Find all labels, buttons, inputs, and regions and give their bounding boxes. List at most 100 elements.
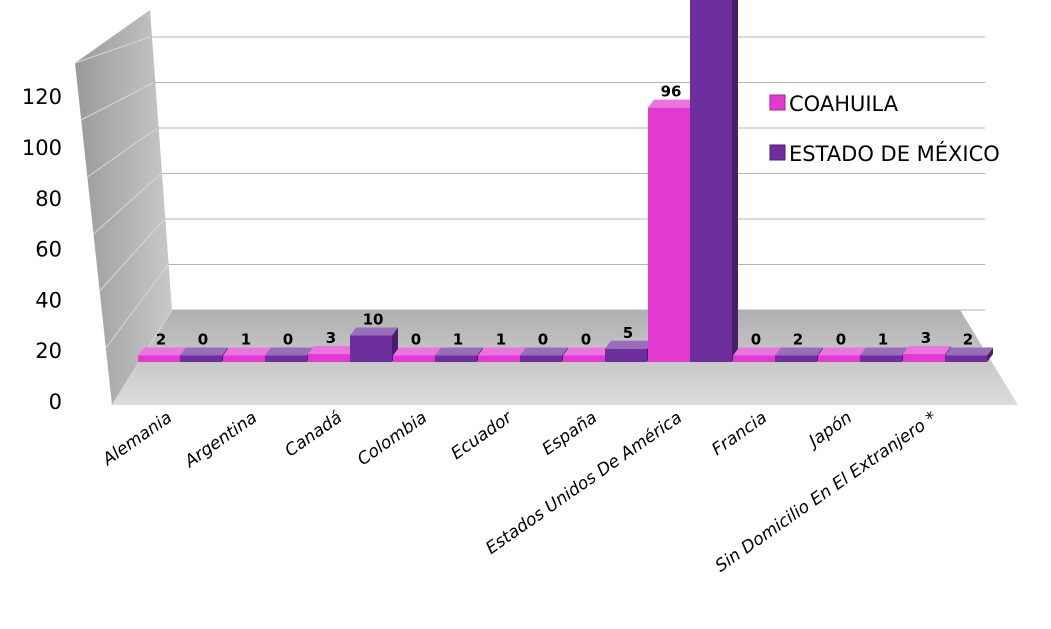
bar-top <box>860 347 908 356</box>
x-tick-label: España <box>539 408 601 460</box>
data-label: 10 <box>363 311 384 329</box>
x-tick-label: Canadá <box>281 408 345 461</box>
wall-gridline <box>93 173 162 235</box>
bar-side <box>987 347 993 362</box>
bar-top <box>478 347 526 356</box>
bar <box>648 99 696 362</box>
data-label: 0 <box>411 331 421 349</box>
bar-top <box>393 347 441 356</box>
x-tick-label: Argentina <box>180 408 260 473</box>
plot-walls <box>74 10 1018 406</box>
bar-face <box>520 355 562 362</box>
bar-face <box>223 355 265 362</box>
bar-face <box>690 0 732 362</box>
bar-face <box>648 107 690 362</box>
data-label: 1 <box>878 331 888 349</box>
bars <box>138 0 993 362</box>
bar <box>860 347 908 362</box>
bar-top <box>945 347 993 356</box>
wall-gridline <box>87 127 158 178</box>
bar-top <box>435 347 483 356</box>
bar-face <box>733 355 775 362</box>
bar <box>775 347 823 362</box>
bar-side <box>732 0 738 362</box>
bar-face <box>860 355 902 362</box>
data-label: 0 <box>538 331 548 349</box>
data-label: 2 <box>793 331 803 349</box>
gridlines <box>74 36 985 406</box>
bar-face <box>308 354 350 362</box>
y-tick-label: 80 <box>35 187 62 211</box>
bar <box>265 347 313 362</box>
bar <box>520 347 568 362</box>
legend-label: ESTADO DE MÉXICO <box>789 141 1000 166</box>
bar <box>945 347 993 362</box>
legend-item: ESTADO DE MÉXICO <box>769 141 1000 166</box>
bar <box>138 347 186 362</box>
data-label: 0 <box>581 331 591 349</box>
bar <box>903 346 951 362</box>
data-label: 1 <box>453 331 463 349</box>
bar-face <box>563 355 605 362</box>
bar-top <box>350 327 398 336</box>
bar <box>563 347 611 362</box>
bar-face <box>138 355 180 362</box>
y-tick-label: 20 <box>35 339 62 363</box>
bar-face <box>265 355 307 362</box>
bar-face <box>435 355 477 362</box>
bar-face <box>478 355 520 362</box>
data-label: 0 <box>198 331 208 349</box>
data-label: 96 <box>661 83 682 101</box>
bar-face <box>945 355 987 362</box>
bar-top <box>180 347 228 356</box>
bar-top <box>903 346 951 355</box>
x-tick-label: Francia <box>708 408 771 460</box>
data-label: 2 <box>963 331 973 349</box>
y-tick-label: 0 <box>49 390 62 414</box>
y-tick-label: 100 <box>22 136 62 160</box>
bar-face <box>818 355 860 362</box>
bar-face <box>775 355 817 362</box>
bar <box>435 347 483 362</box>
x-tick-label: Alemania <box>98 408 176 471</box>
bar-top <box>605 340 653 349</box>
y-axis: 0 20 40 60 80 100 120 <box>22 85 62 414</box>
wall-gridline <box>105 264 169 349</box>
data-label: 3 <box>921 329 931 347</box>
x-tick-label: Ecuador <box>447 407 516 464</box>
legend: COAHUILA ESTADO DE MÉXICO <box>769 92 1000 166</box>
bar-face <box>180 355 222 362</box>
bar-face <box>350 335 392 362</box>
bar-face <box>903 354 945 362</box>
x-tick-label: Japón <box>803 408 856 453</box>
x-tick-label: Colombia <box>354 408 431 470</box>
bar <box>818 347 866 362</box>
bar <box>180 347 228 362</box>
bar <box>690 0 738 362</box>
bar-face <box>393 355 435 362</box>
legend-label: COAHUILA <box>789 92 899 116</box>
data-label: 0 <box>283 331 293 349</box>
legend-item: COAHUILA <box>769 92 899 116</box>
bar <box>350 327 398 362</box>
bar-face <box>605 348 647 362</box>
bar-top <box>733 347 781 356</box>
y-tick-label: 120 <box>22 85 62 109</box>
wall-gridline <box>80 82 154 121</box>
data-label: 0 <box>836 331 846 349</box>
bar <box>308 346 356 362</box>
bar <box>733 347 781 362</box>
bar-top <box>138 347 186 356</box>
wall-gridline <box>74 36 151 64</box>
bar-top <box>563 347 611 356</box>
bar-top <box>308 346 356 355</box>
data-label: 0 <box>751 331 761 349</box>
x-axis: Alemania Argentina Canadá Colombia Ecuador Es… <box>98 407 941 576</box>
data-label: 5 <box>623 324 633 342</box>
bar-top <box>520 347 568 356</box>
legend-swatch <box>769 94 786 111</box>
data-labels: 201031001100596220020132 <box>156 83 973 349</box>
data-label: 1 <box>496 331 506 349</box>
data-label: 1 <box>241 331 251 349</box>
